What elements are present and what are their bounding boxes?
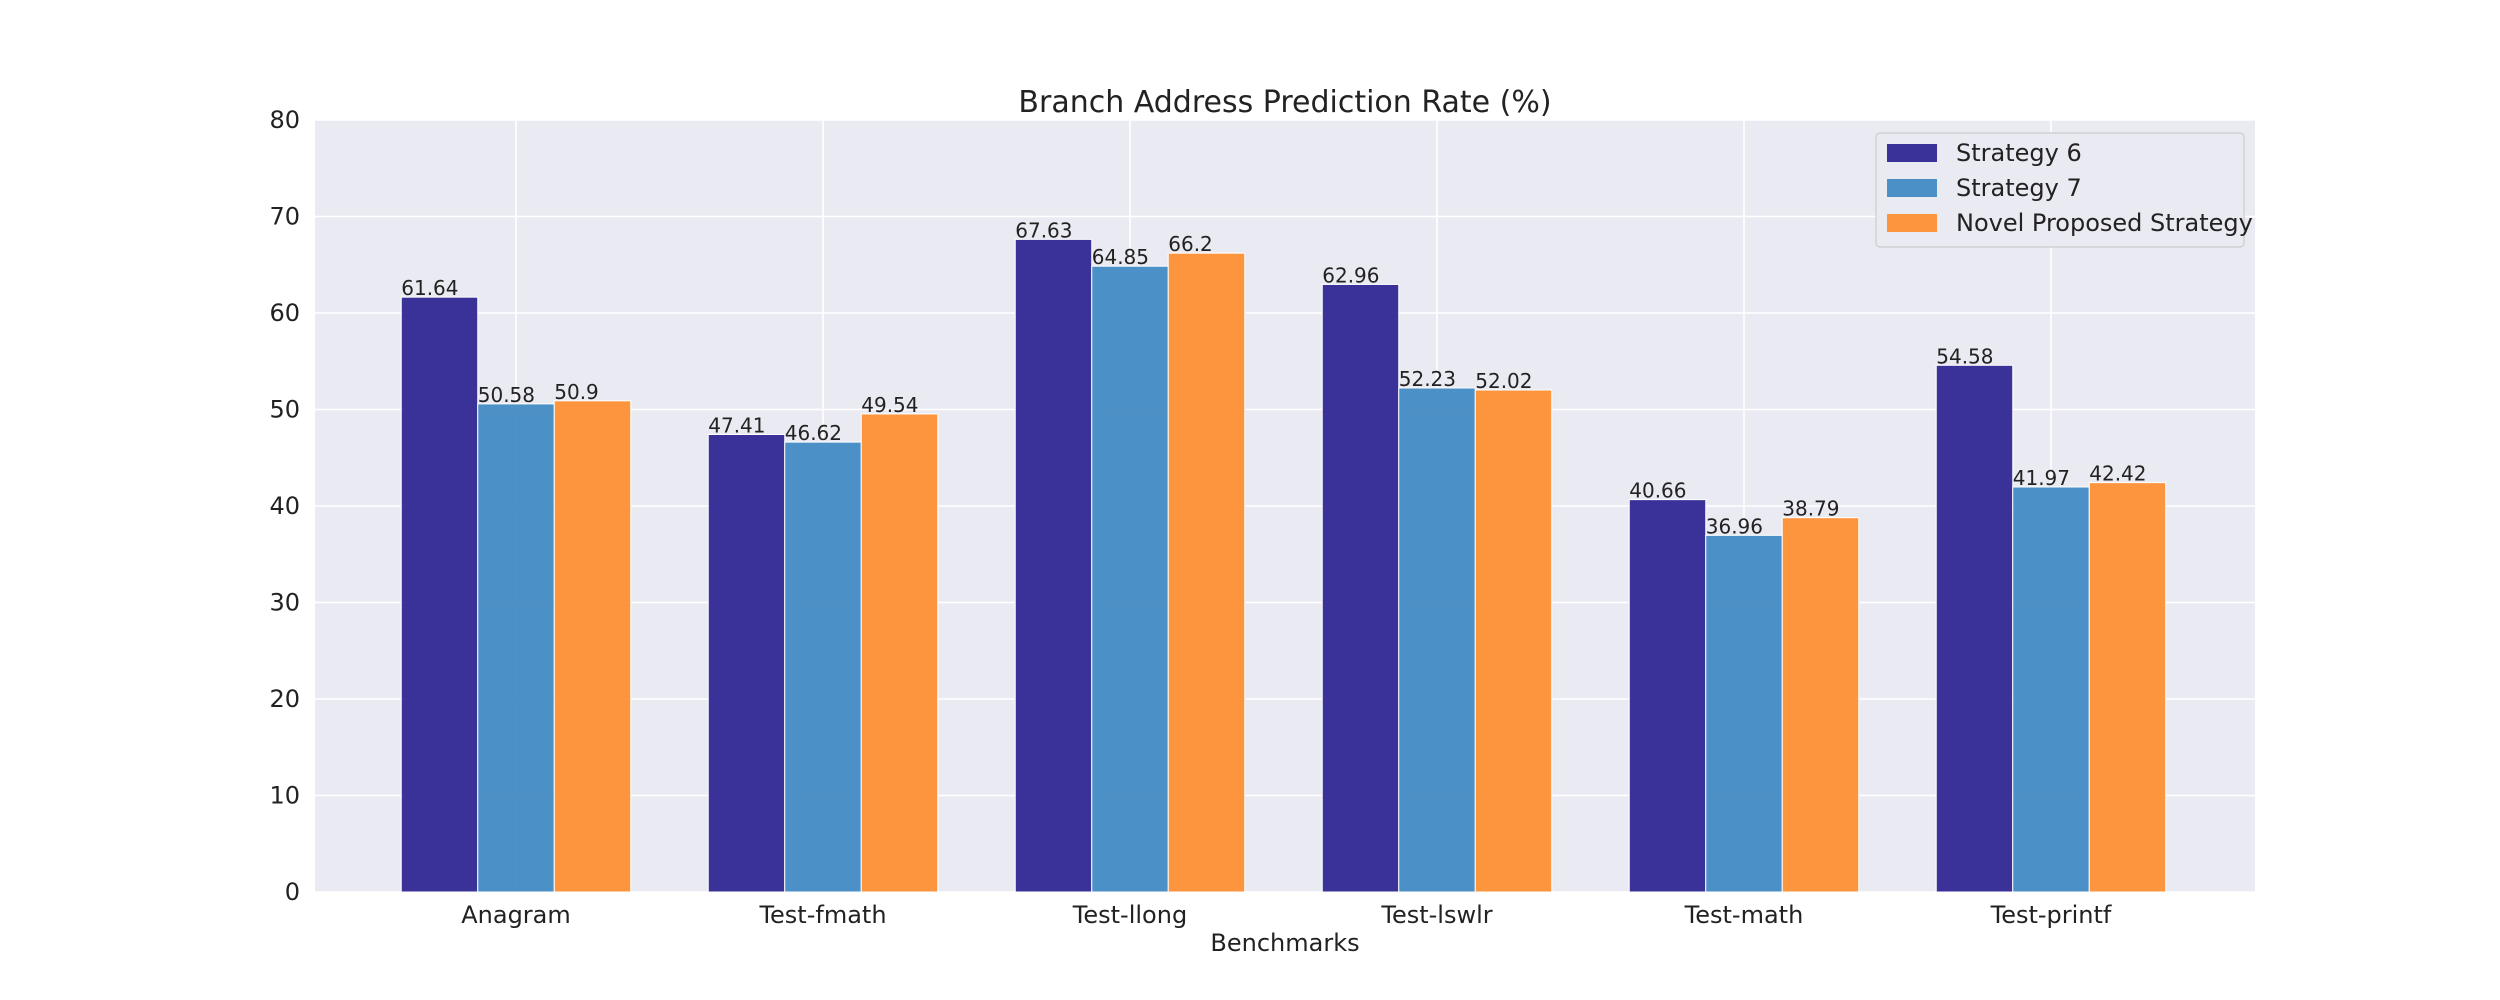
bar-value-label: 52.02 xyxy=(1475,369,1532,393)
bar xyxy=(2012,486,2090,893)
bar xyxy=(2088,482,2167,893)
bar xyxy=(784,441,862,893)
legend-swatch xyxy=(1887,214,1937,232)
bar-value-label: 47.41 xyxy=(708,413,765,437)
bar-value-label: 46.62 xyxy=(785,421,842,445)
bar xyxy=(1628,499,1707,893)
bar-value-label: 36.96 xyxy=(1706,514,1763,538)
bars xyxy=(400,238,2167,893)
bar xyxy=(1398,387,1476,893)
bar-value-label: 41.97 xyxy=(2013,466,2070,490)
bar xyxy=(707,433,786,893)
bar xyxy=(860,413,939,893)
bar xyxy=(1705,534,1783,893)
y-tick-label: 30 xyxy=(269,589,300,617)
bar xyxy=(477,403,555,893)
bar xyxy=(1321,283,1400,893)
bar-value-label: 61.64 xyxy=(401,276,458,300)
bar-value-label: 42.42 xyxy=(2089,462,2146,486)
bar-value-label: 40.66 xyxy=(1629,479,1686,503)
chart-title: Branch Address Prediction Rate (%) xyxy=(1018,85,1551,120)
bar-value-label: 49.54 xyxy=(861,393,918,417)
y-tick-label: 10 xyxy=(269,782,300,810)
y-tick-label: 80 xyxy=(269,106,300,134)
bar-value-label: 50.58 xyxy=(478,383,535,407)
bar xyxy=(1167,252,1246,893)
x-tick-label: Test-lswlr xyxy=(1380,901,1492,929)
x-tick-label: Test-printf xyxy=(1990,901,2112,929)
bar-value-label: 66.2 xyxy=(1168,232,1213,256)
bar-value-label: 64.85 xyxy=(1092,245,1149,269)
y-tick-label: 50 xyxy=(269,396,300,424)
y-tick-label: 70 xyxy=(269,203,300,231)
x-tick-label: Test-math xyxy=(1684,901,1804,929)
y-tick-label: 0 xyxy=(285,878,300,906)
bar xyxy=(553,400,632,893)
legend-entry: Strategy 6 xyxy=(1956,139,2082,167)
bar-value-label: 62.96 xyxy=(1322,263,1379,287)
bar xyxy=(1474,389,1553,893)
x-tick-label: Anagram xyxy=(461,901,571,929)
y-tick-label: 20 xyxy=(269,685,300,713)
y-tick-label: 60 xyxy=(269,299,300,327)
x-axis: Anagram Test-fmath Test-llong Test-lswlr Tes… xyxy=(461,901,2112,929)
bar xyxy=(1014,238,1093,893)
bar-value-label: 38.79 xyxy=(1782,497,1839,521)
bar xyxy=(400,296,479,893)
bar-value-label: 52.23 xyxy=(1399,367,1456,391)
x-tick-label: Test-llong xyxy=(1072,901,1187,929)
y-axis: 0 10 20 30 40 50 60 70 80 xyxy=(269,106,300,906)
bar xyxy=(1091,265,1169,893)
legend-swatch xyxy=(1887,179,1937,197)
x-tick-label: Test-fmath xyxy=(758,901,886,929)
bar xyxy=(1935,364,2014,893)
bar-value-label: 67.63 xyxy=(1015,218,1072,242)
bar-value-label: 50.9 xyxy=(554,380,599,404)
bar-value-label: 54.58 xyxy=(1936,344,1993,368)
legend-swatch xyxy=(1887,144,1937,162)
legend: Strategy 6 Strategy 7 Novel Proposed Strat… xyxy=(1875,132,2253,248)
legend-entry: Strategy 7 xyxy=(1956,174,2082,202)
bar xyxy=(1781,517,1860,893)
legend-box xyxy=(1875,132,2245,248)
legend-entry: Novel Proposed Strategy xyxy=(1956,209,2253,237)
y-tick-label: 40 xyxy=(269,492,300,520)
data-labels: 61.64 47.41 67.63 62.96 40.66 54.58 50.58 46.62… xyxy=(401,218,2146,538)
x-axis-label: Benchmarks xyxy=(1210,929,1359,957)
